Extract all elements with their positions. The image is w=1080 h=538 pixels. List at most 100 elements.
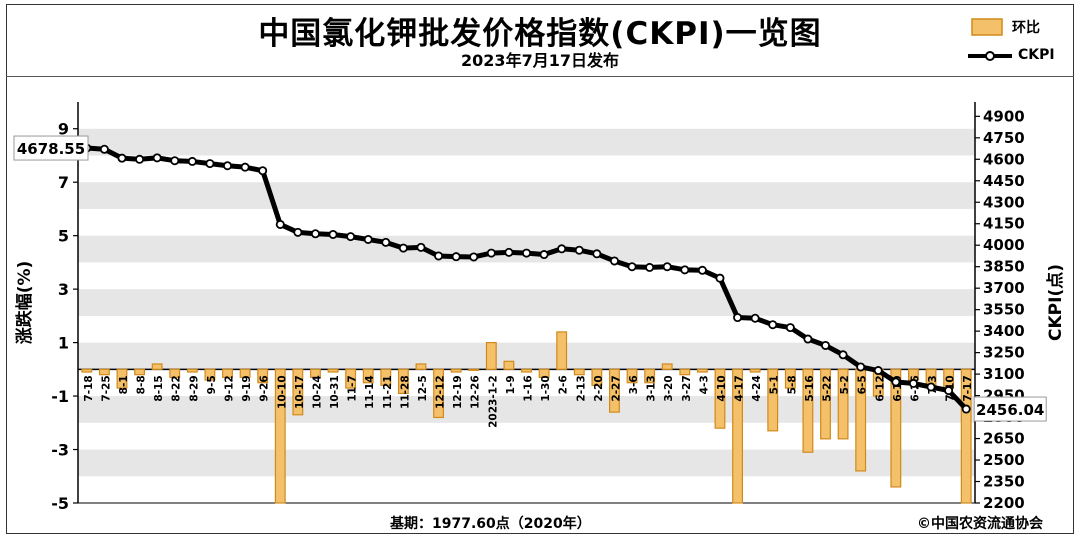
x-tick-label: 5-8 <box>786 375 798 394</box>
bar <box>274 368 286 504</box>
page-subtitle: 2023年7月17日发布 <box>461 51 619 70</box>
ckpi-point <box>310 229 320 239</box>
x-tick-label: 2-6 <box>558 375 570 394</box>
ckpi-point <box>275 219 285 229</box>
left-tick-label: 1 <box>58 334 69 353</box>
x-tick-label: 9-19 <box>241 375 253 401</box>
ckpi-point <box>398 243 408 253</box>
ckpi-point <box>205 159 215 169</box>
bar <box>222 368 233 378</box>
x-tick-label: 7-18 <box>83 375 95 401</box>
legend <box>968 18 1012 61</box>
x-tick-label: 10-31 <box>329 375 341 409</box>
ckpi-point <box>135 154 145 164</box>
right-tick-label: 4900 <box>983 107 1025 125</box>
bar <box>415 363 427 370</box>
x-tick-label: 7-25 <box>100 375 112 401</box>
x-tick-label: 4-10 <box>716 375 728 401</box>
ckpi-point <box>170 156 180 166</box>
right-axis-title: CKPI(点) <box>1045 264 1066 341</box>
x-tick-label: 5-1 <box>769 375 781 394</box>
bar <box>696 368 708 373</box>
bar <box>591 368 603 386</box>
ckpi-point <box>944 386 954 396</box>
first-value-label: 4678.55 <box>17 140 85 158</box>
right-tick-label: 4000 <box>983 236 1025 254</box>
ckpi-point <box>486 248 496 258</box>
bar <box>573 368 585 376</box>
right-tick-label: 3250 <box>983 344 1025 362</box>
x-tick-label: 11-28 <box>399 375 411 409</box>
ckpi-point <box>627 262 637 272</box>
x-tick-label: 4-3 <box>698 375 710 394</box>
bar <box>485 342 497 370</box>
bar <box>81 368 93 373</box>
right-tick-label: 4450 <box>983 172 1025 190</box>
bar <box>151 363 163 370</box>
bar <box>521 368 532 373</box>
bar <box>749 368 761 373</box>
right-tick-label: 3850 <box>983 258 1025 276</box>
bar <box>732 368 743 504</box>
x-tick-label: 6-26 <box>909 375 921 401</box>
ckpi-point <box>592 249 602 259</box>
right-tick-label: 3100 <box>983 365 1025 383</box>
left-tick-label: 9 <box>58 120 69 139</box>
bar <box>626 368 638 384</box>
page-title: 中国氯化钾批发价格指数(CKPI)一览图 <box>258 16 822 52</box>
x-tick-label: 9-26 <box>259 375 271 401</box>
x-tick-label: 12-19 <box>452 375 464 409</box>
bar <box>661 363 673 370</box>
ckpi-point <box>240 162 250 172</box>
x-tick-label: 11-21 <box>382 375 394 409</box>
x-tick-label: 10-24 <box>311 375 323 409</box>
ckpi-point <box>574 245 584 255</box>
grid-band <box>78 262 975 290</box>
right-tick-label: 4300 <box>983 193 1025 211</box>
ckpi-point <box>768 320 778 330</box>
x-tick-label: 8-8 <box>136 375 148 394</box>
ckpi-point <box>522 248 532 258</box>
x-tick-label: 8-1 <box>118 375 130 394</box>
x-tick-label: 5-16 <box>804 375 816 401</box>
ckpi-point <box>803 334 813 344</box>
right-tick-label: 2650 <box>983 430 1025 448</box>
bar <box>397 368 409 394</box>
right-tick-label: 4600 <box>983 150 1025 168</box>
x-tick-label: 3-20 <box>663 375 675 401</box>
ckpi-point <box>609 256 619 266</box>
ckpi-point <box>293 227 303 237</box>
bar <box>767 368 779 432</box>
x-tick-label: 8-22 <box>171 375 183 401</box>
ckpi-point <box>821 340 831 350</box>
bar <box>257 368 269 384</box>
ckpi-point <box>222 161 232 171</box>
bar <box>380 368 392 386</box>
ckpi-point <box>961 404 971 414</box>
legend-bar-swatch <box>971 18 1003 36</box>
right-tick-label: 4750 <box>983 129 1025 147</box>
bar <box>345 368 357 389</box>
x-tick-label: 4-24 <box>751 375 763 401</box>
x-tick-label: 10-10 <box>276 375 288 409</box>
ckpi-point <box>715 273 725 283</box>
x-tick-label: 1-9 <box>505 375 517 394</box>
bar <box>820 368 831 440</box>
x-tick-label: 9-12 <box>224 375 236 401</box>
x-tick-label: 2-13 <box>575 375 587 401</box>
last-value-box <box>973 396 1047 422</box>
bar <box>327 368 339 373</box>
bar <box>134 368 145 376</box>
right-tick-label: 3400 <box>983 322 1025 340</box>
legend-line-marker <box>985 51 995 61</box>
ckpi-point <box>873 366 883 376</box>
bar <box>239 368 251 378</box>
left-axis-title: 涨跌幅(%) <box>14 261 35 345</box>
right-tick-label: 2500 <box>983 451 1025 469</box>
grid-band <box>78 449 975 477</box>
ckpi-point <box>891 377 901 387</box>
ckpi-point <box>539 250 549 260</box>
ckpi-point <box>697 265 707 275</box>
bar <box>960 368 972 504</box>
x-tick-label: 12-5 <box>417 375 429 401</box>
